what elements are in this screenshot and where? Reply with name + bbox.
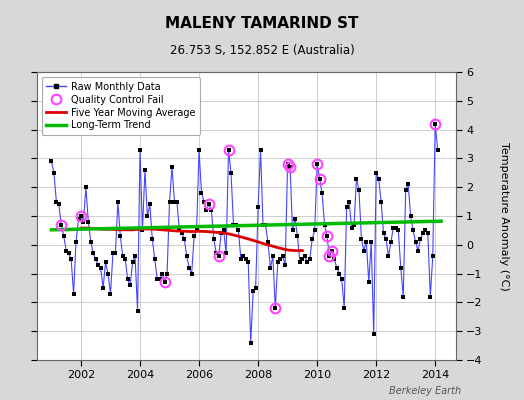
Text: MALENY TAMARIND ST: MALENY TAMARIND ST xyxy=(165,16,359,31)
Legend: Raw Monthly Data, Quality Control Fail, Five Year Moving Average, Long-Term Tren: Raw Monthly Data, Quality Control Fail, … xyxy=(41,77,200,135)
Y-axis label: Temperature Anomaly (°C): Temperature Anomaly (°C) xyxy=(499,142,509,290)
Text: 26.753 S, 152.852 E (Australia): 26.753 S, 152.852 E (Australia) xyxy=(170,44,354,57)
Text: Berkeley Earth: Berkeley Earth xyxy=(389,386,461,396)
